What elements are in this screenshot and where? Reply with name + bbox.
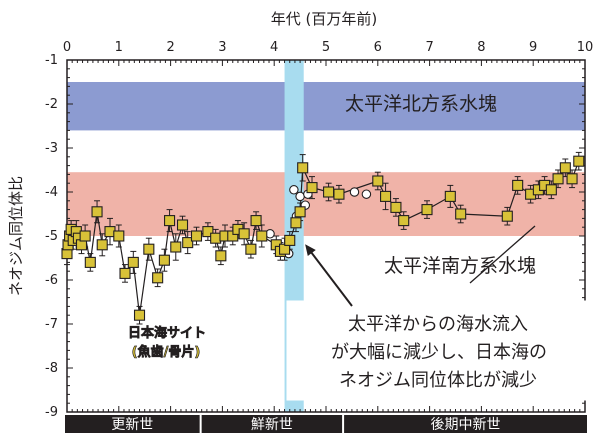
data-point-square	[333, 188, 345, 200]
x-axis-title: 年代 (百万年前)	[271, 10, 377, 28]
data-point-square	[245, 243, 257, 255]
data-point-square	[573, 155, 585, 167]
data-point-square	[164, 215, 176, 227]
data-point-square	[512, 179, 524, 191]
y-tick-label: -1	[45, 53, 58, 68]
data-point-square	[127, 256, 139, 268]
note-line1: 太平洋からの海水流入	[348, 314, 528, 335]
note-arrow-line	[310, 251, 353, 307]
data-point-square	[421, 204, 433, 216]
x-tick-label: 9	[529, 40, 537, 55]
site-label-line2: (魚歯/骨片)	[132, 344, 201, 360]
data-point-square	[290, 217, 302, 229]
data-point-square	[113, 230, 125, 242]
data-point-square	[294, 206, 306, 218]
data-point-square	[215, 250, 227, 262]
x-tick-label: 0	[63, 40, 71, 55]
data-point-square	[284, 234, 296, 246]
data-point-square	[176, 219, 189, 231]
data-point-circle	[349, 187, 360, 197]
band-label-south: 太平洋南方系水塊	[384, 255, 536, 277]
x-tick-label: 5	[322, 40, 330, 55]
plot-area: 0 1 2 3 4 5 6 7 8 9 10 -1 -2 -3 -4 -5 -6 -7 -8 -9 更新世 鮮新世 後期中新…	[45, 40, 593, 433]
data-point-square	[250, 215, 262, 227]
epoch-block	[344, 415, 587, 433]
y-tick-label: -3	[45, 141, 58, 156]
data-point-square	[390, 201, 402, 213]
x-tick-label: 4	[270, 40, 278, 55]
data-point-square	[444, 190, 456, 202]
y-tick-label: -7	[45, 317, 58, 332]
y-tick-label: -2	[45, 97, 58, 112]
data-point-square	[170, 241, 182, 253]
data-point-square	[323, 186, 335, 198]
data-point-square	[190, 230, 203, 242]
data-point-square	[96, 239, 108, 251]
epoch-block	[201, 415, 343, 433]
data-point-square	[152, 272, 164, 284]
data-point-square	[91, 206, 103, 218]
epoch-block	[65, 415, 200, 433]
epoch-label: 更新世	[111, 417, 153, 433]
data-point-square	[210, 232, 222, 244]
x-tick-label: 10	[577, 40, 594, 55]
data-point-square	[380, 190, 392, 202]
y-tick-label: -8	[45, 361, 58, 376]
x-tick-label: 3	[218, 40, 226, 55]
y-tick-label: -5	[45, 229, 58, 244]
band-label-north: 太平洋北方系水塊	[345, 93, 497, 115]
y-tick-label: -6	[45, 273, 58, 288]
data-point-square	[566, 173, 578, 185]
data-point-square	[79, 230, 91, 242]
data-point-square	[545, 184, 557, 196]
y-tick-label: -4	[45, 185, 58, 200]
data-point-circle	[361, 189, 372, 199]
data-point-circle	[289, 185, 299, 195]
note-background	[286, 300, 593, 401]
y-tick-label: -9	[45, 405, 58, 420]
data-point-square	[398, 215, 410, 227]
data-point-square	[202, 226, 214, 238]
north-water-band	[67, 82, 585, 131]
data-point-square	[84, 256, 96, 268]
x-tick-label: 8	[477, 40, 485, 55]
data-point-circle	[295, 191, 305, 202]
epoch-label: 後期中新世	[431, 417, 501, 433]
note-line2: が大幅に減少し、日本海の	[331, 342, 547, 363]
data-point-square	[372, 175, 384, 187]
site-label-line1: 日本海サイト	[128, 325, 206, 341]
data-point-square	[501, 210, 513, 222]
epoch-label: 鮮新世	[251, 417, 293, 433]
x-tick-label: 2	[166, 40, 174, 55]
data-point-square	[559, 162, 571, 174]
note-line3: ネオジム同位体比が減少	[339, 370, 537, 391]
data-point-square	[306, 182, 318, 194]
data-point-square	[256, 230, 268, 242]
x-tick-label: 1	[115, 40, 123, 55]
south-water-band	[67, 172, 585, 236]
data-point-square	[143, 243, 155, 255]
data-point-square	[238, 228, 250, 240]
data-point-square	[182, 237, 194, 249]
y-axis-title: ネオジム同位体比	[7, 176, 25, 296]
x-tick-label: 6	[374, 40, 382, 55]
band-label-leader	[469, 225, 536, 284]
epoch-bar: 更新世 鮮新世 後期中新世	[65, 415, 587, 433]
data-point-square	[455, 208, 467, 220]
x-tick-label: 7	[425, 40, 433, 55]
data-point-square	[297, 162, 309, 174]
note-arrow-head	[305, 244, 316, 256]
data-point-square	[158, 254, 170, 266]
data-point-square	[119, 267, 131, 279]
data-point-square	[133, 309, 146, 321]
data-point-square	[552, 173, 564, 185]
